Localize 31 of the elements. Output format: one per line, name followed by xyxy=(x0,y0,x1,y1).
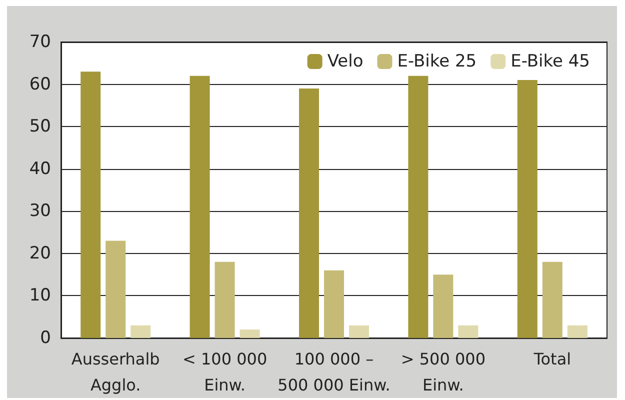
x-tick-label: Total xyxy=(532,350,572,368)
bar xyxy=(80,72,101,338)
bar xyxy=(106,240,126,338)
bar xyxy=(214,262,235,338)
bar xyxy=(240,330,260,338)
bar xyxy=(324,270,344,338)
bar xyxy=(408,76,428,338)
y-tick-label: 10 xyxy=(29,286,51,306)
legend-label: E-Bike 25 xyxy=(397,52,477,72)
bar xyxy=(299,88,319,338)
x-tick-label: Ausserhalb Agglo. xyxy=(71,350,160,394)
x-tick-label: < 100 000 Einw. xyxy=(182,350,268,394)
legend-label: Velo xyxy=(327,52,364,72)
bar xyxy=(130,325,151,338)
y-tick-label: 40 xyxy=(29,158,51,179)
bar xyxy=(517,80,538,338)
y-tick-label: 60 xyxy=(29,74,51,94)
bar xyxy=(349,325,369,338)
y-tick-label: 20 xyxy=(29,243,51,264)
bar xyxy=(433,274,454,338)
bar xyxy=(567,325,588,338)
y-tick-label: 30 xyxy=(29,201,51,222)
x-tick-label: 100 000 – 500 000 Einw. xyxy=(278,350,390,394)
x-tick-label: > 500 000 Einw. xyxy=(400,350,486,394)
y-tick-label: 0 xyxy=(40,328,51,348)
legend-label: E-Bike 45 xyxy=(510,52,590,72)
bar xyxy=(190,76,210,338)
y-tick-label: 50 xyxy=(29,116,51,137)
y-tick-label: 70 xyxy=(29,32,51,52)
bar xyxy=(542,262,562,338)
bar xyxy=(458,325,478,338)
